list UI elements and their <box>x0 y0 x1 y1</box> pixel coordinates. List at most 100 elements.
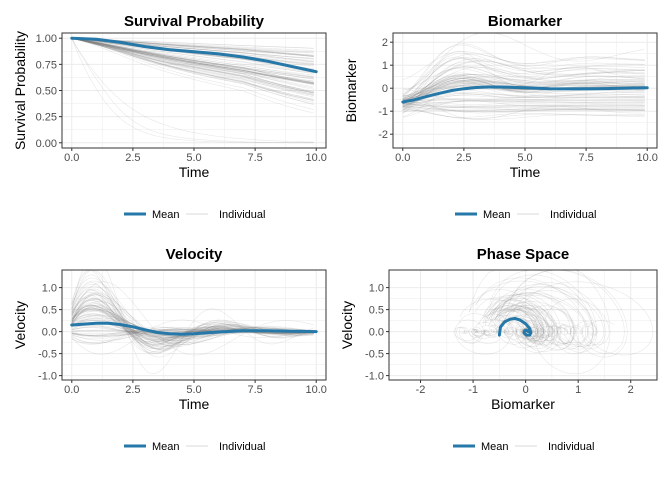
individual-line <box>402 94 645 120</box>
individual-line <box>71 37 314 71</box>
individual-line <box>71 38 314 144</box>
individual-line <box>402 88 645 101</box>
individual-line <box>488 329 502 338</box>
x-tick-label: -1 <box>468 384 478 396</box>
individual-line <box>71 37 314 89</box>
individual-line <box>544 298 610 346</box>
individual-line <box>512 290 596 348</box>
individual-line <box>500 283 594 350</box>
legend-label-mean: Mean <box>483 209 511 221</box>
individual-line <box>510 282 606 350</box>
individual-line <box>490 329 496 333</box>
individual-line <box>402 105 645 113</box>
individual-line <box>402 93 645 110</box>
y-tick-label: 1.0 <box>42 283 57 295</box>
individual-line <box>402 50 645 114</box>
individual-line <box>71 37 314 100</box>
individual-line <box>402 68 645 100</box>
individual-line <box>71 37 314 84</box>
individual-line <box>402 101 645 107</box>
individual-line <box>71 37 314 84</box>
y-tick-label: 1.0 <box>369 283 384 295</box>
panel-border <box>61 32 327 149</box>
individual-line <box>501 286 605 347</box>
individual-line <box>402 80 645 104</box>
individual-line <box>402 61 645 111</box>
legend-label-individual: Individual <box>548 441 594 453</box>
individual-line <box>402 103 645 108</box>
individual-line <box>402 57 645 95</box>
individual-line <box>471 329 485 337</box>
y-tick-label: 0.0 <box>369 327 384 339</box>
y-axis-label: Survival Probability <box>12 31 28 150</box>
individual-line <box>71 37 314 73</box>
individual-line <box>494 294 588 344</box>
individual-line <box>402 56 645 105</box>
individual-line <box>71 37 314 114</box>
individual-line <box>483 330 496 337</box>
individual-line <box>402 106 645 112</box>
individual-line <box>71 37 314 78</box>
individual-line <box>508 314 553 338</box>
individual-line <box>71 281 314 356</box>
individual-line <box>484 294 556 353</box>
individual-line <box>71 301 314 345</box>
legend-label-mean: Mean <box>152 441 180 453</box>
individual-line <box>71 37 314 98</box>
x-tick-label: 2 <box>628 384 634 396</box>
individual-line <box>481 325 498 334</box>
individual-line <box>495 320 524 336</box>
individual-line <box>71 37 314 94</box>
x-tick-label: 7.5 <box>247 152 262 164</box>
panel-border <box>392 32 658 149</box>
individual-line <box>71 302 314 345</box>
individual-line <box>71 37 314 86</box>
individual-line <box>506 269 628 358</box>
individual-line <box>71 37 314 83</box>
individual-line <box>71 37 314 82</box>
individual-line <box>71 37 314 102</box>
mean-line <box>401 85 649 104</box>
individual-line <box>71 329 314 337</box>
individual-line <box>71 37 314 85</box>
mean-line <box>70 36 318 74</box>
individual-line <box>489 269 598 353</box>
individual-line <box>402 66 645 101</box>
y-tick-label: 0.00 <box>36 138 57 150</box>
individual-line <box>71 274 314 355</box>
individual-line <box>71 37 314 95</box>
individual-line <box>402 60 645 102</box>
individual-line <box>402 53 645 96</box>
individual-line <box>71 292 314 351</box>
individual-line <box>453 327 478 341</box>
individual-line <box>473 330 477 333</box>
individual-line <box>71 37 314 73</box>
individual-line <box>402 51 645 80</box>
individual-lines <box>453 269 654 375</box>
y-tick-label: 0.75 <box>36 59 57 71</box>
individual-line <box>402 76 645 104</box>
individual-line <box>71 292 314 346</box>
individual-line <box>520 305 577 344</box>
individual-line <box>402 73 645 99</box>
y-axis-label: Velocity <box>12 301 28 349</box>
individual-line <box>402 80 645 105</box>
individual-line <box>71 269 314 358</box>
individual-line <box>71 37 314 92</box>
individual-line <box>402 105 645 109</box>
individual-line <box>402 98 645 105</box>
individual-line <box>71 269 314 375</box>
individual-line <box>71 37 314 83</box>
individual-line <box>402 108 645 120</box>
individual-line <box>71 37 314 94</box>
individual-line <box>402 58 645 111</box>
individual-line <box>402 66 645 105</box>
individual-line <box>458 326 481 343</box>
individual-line <box>402 53 645 100</box>
individual-line <box>402 93 645 102</box>
x-tick-label: 7.5 <box>247 384 262 396</box>
individual-line <box>71 37 314 75</box>
individual-line <box>71 37 314 78</box>
individual-line <box>458 313 498 338</box>
individual-line <box>402 99 645 114</box>
